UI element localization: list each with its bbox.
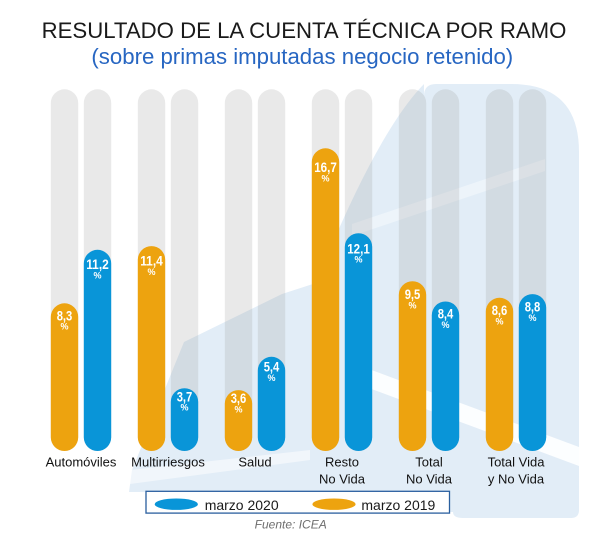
- svg-text:%: %: [147, 267, 155, 277]
- svg-text:%: %: [354, 255, 362, 265]
- svg-text:%: %: [234, 405, 242, 415]
- svg-text:%: %: [528, 313, 536, 323]
- svg-text:3,7: 3,7: [177, 389, 193, 404]
- svg-text:Fuente: ICEA: Fuente: ICEA: [255, 518, 327, 532]
- svg-text:%: %: [267, 373, 275, 383]
- svg-text:No Vida: No Vida: [319, 472, 366, 487]
- svg-text:%: %: [93, 271, 101, 281]
- svg-text:(sobre primas imputadas negoci: (sobre primas imputadas negocio retenido…: [91, 44, 513, 69]
- svg-text:Salud: Salud: [238, 455, 271, 470]
- svg-text:marzo 2020: marzo 2020: [205, 497, 279, 513]
- svg-text:11,2: 11,2: [86, 257, 109, 272]
- svg-text:%: %: [441, 320, 449, 330]
- svg-text:Automóviles: Automóviles: [46, 455, 117, 470]
- svg-text:11,4: 11,4: [140, 254, 163, 269]
- svg-text:y No Vida: y No Vida: [488, 472, 545, 487]
- svg-text:%: %: [60, 322, 68, 332]
- svg-text:3,6: 3,6: [231, 391, 247, 406]
- svg-text:RESULTADO DE LA CUENTA TÉCNICA: RESULTADO DE LA CUENTA TÉCNICA POR RAMO: [42, 18, 567, 43]
- svg-text:%: %: [180, 403, 188, 413]
- svg-text:%: %: [408, 301, 416, 311]
- svg-text:9,5: 9,5: [405, 287, 421, 302]
- svg-text:8,3: 8,3: [57, 308, 73, 323]
- svg-text:%: %: [495, 316, 503, 326]
- svg-text:12,1: 12,1: [347, 241, 370, 256]
- svg-text:8,4: 8,4: [438, 307, 454, 322]
- svg-text:Total Vida: Total Vida: [488, 455, 546, 470]
- svg-text:8,6: 8,6: [492, 303, 508, 318]
- svg-text:Multirriesgos: Multirriesgos: [131, 455, 205, 470]
- svg-text:No Vida: No Vida: [406, 472, 453, 487]
- svg-text:marzo 2019: marzo 2019: [361, 497, 435, 513]
- svg-text:Total: Total: [415, 455, 443, 470]
- svg-text:5,4: 5,4: [264, 359, 280, 374]
- svg-text:8,8: 8,8: [525, 299, 541, 314]
- svg-text:16,7: 16,7: [314, 160, 337, 175]
- svg-text:%: %: [321, 174, 329, 184]
- svg-text:Resto: Resto: [325, 455, 359, 470]
